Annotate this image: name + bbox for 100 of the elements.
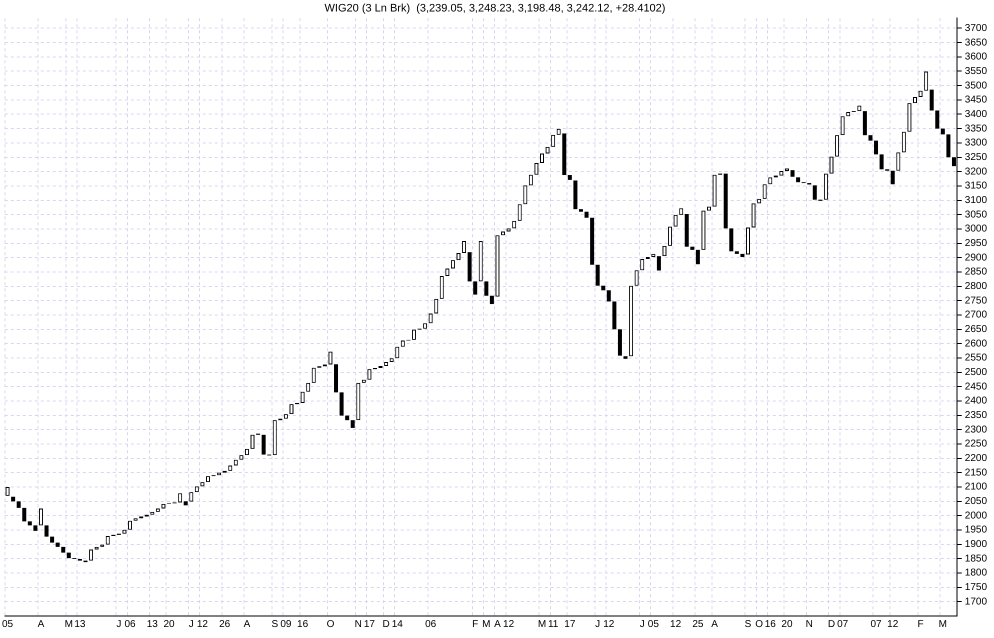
bar — [484, 281, 488, 296]
y-tick-label: 2700 — [964, 310, 988, 321]
chart-title: WIG20 (3 Ln Brk) (3,239.05, 3,248.23, 3,198.48, 3,242.12, +28.4102) — [324, 2, 666, 15]
y-tick-label: 3700 — [964, 22, 988, 34]
y-tick-label: 2400 — [964, 396, 988, 407]
bar — [796, 177, 800, 182]
y-tick-label: 3650 — [964, 37, 988, 48]
x-tick-label: O — [755, 618, 764, 630]
y-tick-label: 3250 — [964, 152, 988, 164]
x-tick-label: 05 — [648, 618, 660, 630]
bar — [874, 140, 878, 154]
bar — [606, 290, 611, 302]
bar — [946, 134, 950, 158]
x-tick-label: 25 — [692, 618, 704, 630]
bar — [590, 218, 594, 265]
x-tick-label: J — [116, 618, 122, 630]
x-tick-label: 07 — [837, 618, 849, 630]
x-tick-label: J — [640, 618, 645, 630]
bar — [573, 180, 578, 210]
y-tick-label: 2300 — [964, 424, 988, 436]
bar — [812, 185, 817, 200]
y-tick-label: 3550 — [964, 66, 988, 77]
x-tick-label: M — [538, 618, 546, 630]
x-tick-label: 17 — [364, 618, 376, 630]
x-tick-label: A — [38, 618, 45, 630]
bar — [578, 209, 583, 212]
bar — [66, 552, 71, 558]
bar — [596, 264, 600, 286]
x-tick-label: 12 — [196, 618, 208, 630]
x-tick-label: 05 — [2, 618, 14, 630]
y-tick-label: 2000 — [964, 510, 988, 522]
bar — [61, 546, 66, 553]
y-tick-label: 1750 — [964, 582, 988, 594]
bar — [935, 110, 940, 129]
bar — [568, 175, 572, 180]
y-tick-label: 2150 — [964, 467, 988, 478]
bar — [880, 154, 884, 170]
bar — [33, 525, 38, 531]
x-tick-label: 09 — [280, 618, 292, 630]
bar — [734, 251, 739, 254]
x-tick-label: A — [244, 618, 251, 630]
x-tick-label: 12 — [887, 618, 899, 630]
bar — [28, 521, 32, 526]
bar — [345, 416, 350, 420]
x-tick-label: D — [382, 618, 390, 630]
y-tick-label: 3500 — [964, 80, 988, 92]
y-tick-label: 2550 — [964, 352, 988, 364]
bar — [690, 246, 694, 250]
bar — [16, 501, 21, 508]
y-tick-label: 3150 — [964, 180, 988, 192]
x-tick-label: A — [711, 618, 718, 630]
x-tick-label: O — [326, 618, 335, 630]
y-tick-label: 3450 — [964, 94, 988, 106]
y-tick-label: 2600 — [964, 338, 988, 350]
x-tick-label: 20 — [163, 618, 176, 630]
bar — [862, 111, 867, 136]
y-tick-label: 2100 — [964, 482, 988, 493]
x-tick-label: N — [806, 618, 813, 630]
x-tick-label: 13 — [146, 618, 158, 630]
bar — [696, 250, 700, 264]
y-tick-label: 3350 — [964, 123, 988, 134]
y-tick-label: 2950 — [964, 238, 988, 250]
y-tick-label: 1700 — [964, 596, 988, 608]
x-tick-label: 11 — [548, 618, 559, 630]
x-tick-label: M — [938, 618, 948, 630]
x-tick-label: 26 — [219, 618, 231, 630]
bar — [890, 170, 895, 184]
y-tick-label: 1900 — [964, 539, 988, 550]
y-tick-label: 2050 — [964, 496, 988, 508]
bar — [624, 356, 628, 359]
bar — [340, 392, 344, 416]
y-tick-label: 1950 — [964, 524, 988, 536]
bar — [262, 434, 266, 455]
bar — [350, 420, 355, 428]
x-tick-label: 12 — [603, 618, 615, 630]
bar — [612, 301, 616, 330]
y-tick-label: 2900 — [964, 252, 988, 264]
x-tick-label: F — [918, 618, 924, 630]
bar — [618, 329, 622, 356]
x-tick-label: 14 — [392, 618, 404, 630]
y-tick-label: 2650 — [964, 324, 988, 336]
x-tick-label: S — [271, 618, 278, 630]
y-tick-label: 2850 — [964, 266, 988, 278]
y-tick-label: 2450 — [964, 381, 988, 392]
y-tick-label: 3050 — [964, 209, 988, 220]
bar — [601, 286, 606, 290]
x-tick-label: 06 — [124, 618, 136, 630]
y-tick-label: 2200 — [964, 453, 988, 464]
bar — [656, 256, 661, 271]
x-tick-label: F — [472, 618, 478, 630]
bar — [22, 508, 26, 522]
x-tick-label: J — [595, 618, 600, 630]
bar — [562, 133, 566, 176]
y-tick-label: 2250 — [964, 438, 988, 450]
x-tick-label: A — [494, 618, 502, 630]
bar — [44, 525, 49, 537]
y-tick-label: 3400 — [964, 109, 988, 120]
x-tick-label: M — [482, 618, 491, 630]
bar — [584, 212, 589, 218]
y-tick-label: 1800 — [964, 568, 988, 579]
